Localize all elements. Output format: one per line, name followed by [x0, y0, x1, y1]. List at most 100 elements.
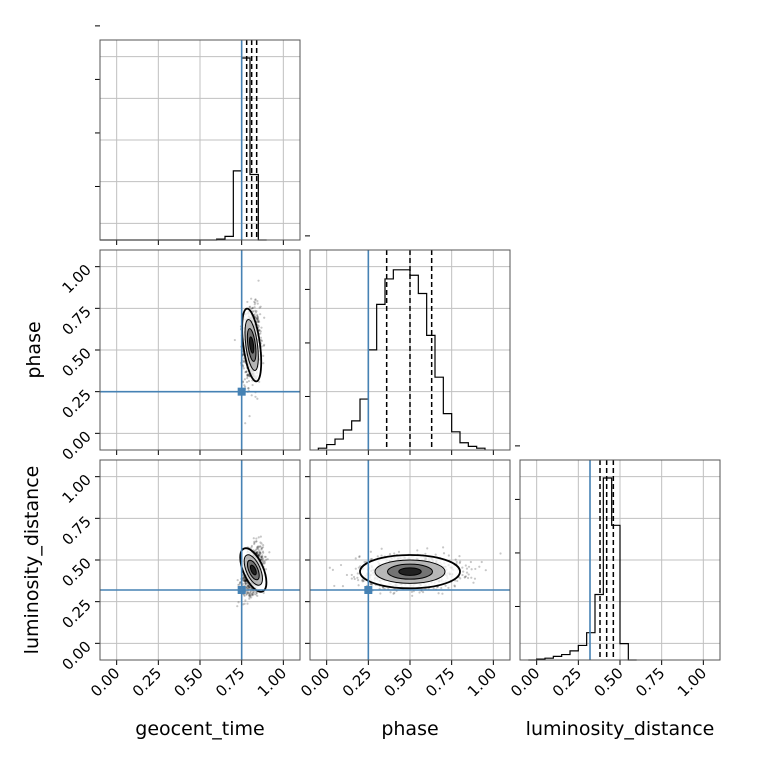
ylabel-luminosity-distance: luminosity_distance [21, 466, 43, 655]
sample-point [249, 594, 252, 597]
sample-point [339, 563, 343, 567]
sample-point [247, 584, 250, 587]
sample-point [262, 560, 265, 563]
sample-point [247, 585, 250, 588]
sample-point [250, 297, 253, 300]
sample-point [484, 569, 487, 572]
sample-point [260, 557, 263, 561]
sample-point [480, 560, 483, 564]
sample-point [354, 557, 357, 560]
sample-point [251, 306, 254, 309]
sample-point [242, 360, 245, 364]
sample-point [250, 307, 253, 310]
sample-point [242, 576, 245, 580]
sample-point [478, 565, 481, 568]
sample-point [441, 592, 444, 595]
sample-point [259, 552, 262, 555]
sample-point [247, 585, 250, 588]
sample-point [265, 558, 268, 561]
sample-point [262, 551, 265, 554]
sample-point [266, 558, 269, 561]
sample-point [256, 299, 259, 303]
histogram-phase [317, 269, 486, 450]
sample-point [259, 332, 262, 335]
sample-point [246, 377, 249, 380]
sample-point [259, 336, 263, 339]
sample-point [253, 313, 256, 316]
sample-point [248, 586, 251, 589]
sample-point [255, 316, 258, 320]
sample-point [242, 579, 246, 583]
sample-point [388, 553, 392, 556]
sample-point [248, 306, 251, 309]
sample-point [453, 585, 457, 588]
sample-point [260, 555, 263, 558]
sample-point [256, 314, 259, 317]
sample-point [350, 573, 353, 577]
sample-point [442, 552, 446, 555]
panel-frame [99, 39, 301, 241]
sample-point [424, 552, 427, 555]
sample-point [256, 317, 259, 320]
sample-point [259, 552, 262, 555]
sample-point [458, 554, 461, 558]
sample-point [467, 573, 470, 576]
sample-point [249, 592, 252, 595]
sample-point [464, 575, 467, 578]
panel-frame [99, 249, 301, 451]
sample-point [354, 567, 357, 570]
panel-content [310, 460, 510, 660]
sample-point [251, 591, 255, 594]
truth-marker [237, 387, 246, 396]
sample-point [248, 415, 251, 418]
sample-point [461, 573, 464, 577]
sample-point [242, 582, 245, 585]
panels-layer: 0.00 0.25 0.50 0.75 1.000.000.250.500.751.00… [58, 25, 721, 700]
sample-point [369, 583, 372, 586]
sample-point [243, 378, 246, 381]
sample-point [263, 561, 266, 564]
sample-point [241, 364, 245, 367]
sample-point [242, 367, 245, 370]
sample-point [245, 592, 248, 595]
sample-point [261, 554, 264, 557]
sample-point [255, 310, 258, 313]
sample-point [244, 422, 247, 425]
scatter-panel-geocent-time-phase: 0.000.250.500.751.00 [58, 249, 301, 464]
sample-point [456, 579, 459, 583]
sample-point [246, 375, 249, 378]
sample-point [256, 397, 259, 400]
sample-point [259, 545, 262, 548]
sample-point [247, 584, 250, 587]
sample-point [252, 537, 255, 540]
sample-point [467, 565, 471, 568]
sample-point [251, 593, 254, 596]
sample-point [358, 555, 361, 559]
sample-point [255, 547, 259, 550]
sample-point [356, 576, 359, 579]
sample-point [260, 546, 263, 549]
truth-marker [237, 586, 246, 594]
sample-point [264, 568, 268, 571]
sample-point [254, 395, 257, 398]
sample-point [472, 581, 475, 584]
sample-point [362, 579, 365, 583]
sample-point [459, 577, 462, 580]
sample-point [462, 570, 465, 573]
sample-point [236, 605, 239, 608]
sample-point [256, 550, 259, 553]
sample-point [246, 591, 249, 595]
sample-point [245, 587, 248, 590]
sample-point [444, 584, 447, 587]
sample-point [253, 306, 256, 309]
contour-level-3 [398, 567, 422, 576]
sample-point [244, 582, 247, 585]
sample-point [262, 362, 265, 365]
sample-point [411, 594, 414, 597]
sample-point [248, 593, 251, 596]
sample-point [261, 550, 265, 553]
xlabel-luminosity-distance: luminosity_distance [526, 718, 715, 740]
sample-point [245, 583, 248, 586]
sample-point [254, 298, 257, 302]
sample-point [242, 576, 245, 579]
